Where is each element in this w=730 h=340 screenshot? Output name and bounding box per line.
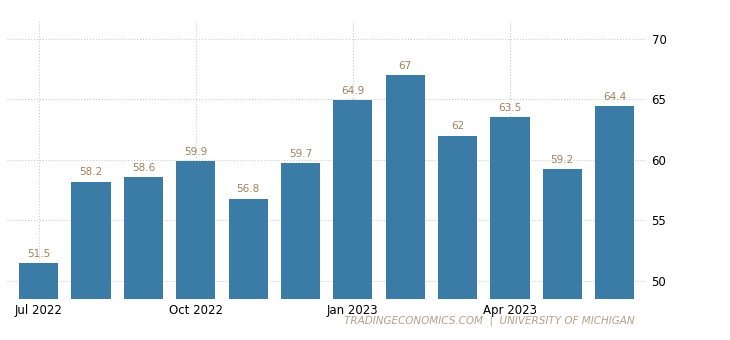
Text: 51.5: 51.5: [27, 249, 50, 259]
Text: 56.8: 56.8: [237, 184, 260, 194]
Bar: [385, 75, 425, 340]
Text: 62: 62: [451, 121, 464, 131]
Text: 59.7: 59.7: [289, 149, 312, 159]
Bar: [542, 170, 582, 340]
Text: 58.2: 58.2: [80, 167, 103, 177]
Bar: [595, 106, 634, 340]
Bar: [333, 100, 372, 340]
Text: 64.9: 64.9: [341, 86, 364, 96]
Bar: [72, 182, 111, 340]
Text: 64.4: 64.4: [603, 92, 626, 102]
Bar: [124, 177, 163, 340]
Text: 67: 67: [399, 61, 412, 71]
Text: 63.5: 63.5: [499, 103, 521, 113]
Bar: [281, 164, 320, 340]
Bar: [19, 263, 58, 340]
Text: 59.9: 59.9: [184, 147, 207, 157]
Bar: [491, 117, 529, 340]
Text: 59.2: 59.2: [550, 155, 574, 165]
Bar: [228, 199, 268, 340]
Bar: [438, 136, 477, 340]
Bar: [176, 161, 215, 340]
Text: 58.6: 58.6: [132, 163, 155, 172]
Text: TRADINGECONOMICS.COM  |  UNIVERSITY OF MICHIGAN: TRADINGECONOMICS.COM | UNIVERSITY OF MIC…: [345, 316, 635, 326]
